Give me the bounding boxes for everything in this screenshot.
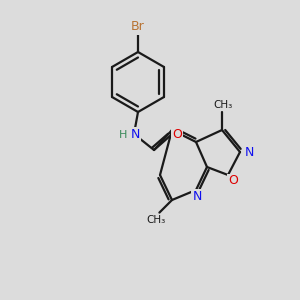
Text: CH₃: CH₃: [213, 100, 232, 110]
Text: O: O: [172, 128, 182, 140]
Text: CH₃: CH₃: [147, 214, 166, 225]
Text: H: H: [119, 130, 127, 140]
Text: N: N: [192, 190, 202, 202]
Text: Br: Br: [131, 20, 145, 34]
Text: N: N: [130, 128, 140, 140]
Text: N: N: [244, 146, 254, 158]
Text: O: O: [228, 175, 238, 188]
